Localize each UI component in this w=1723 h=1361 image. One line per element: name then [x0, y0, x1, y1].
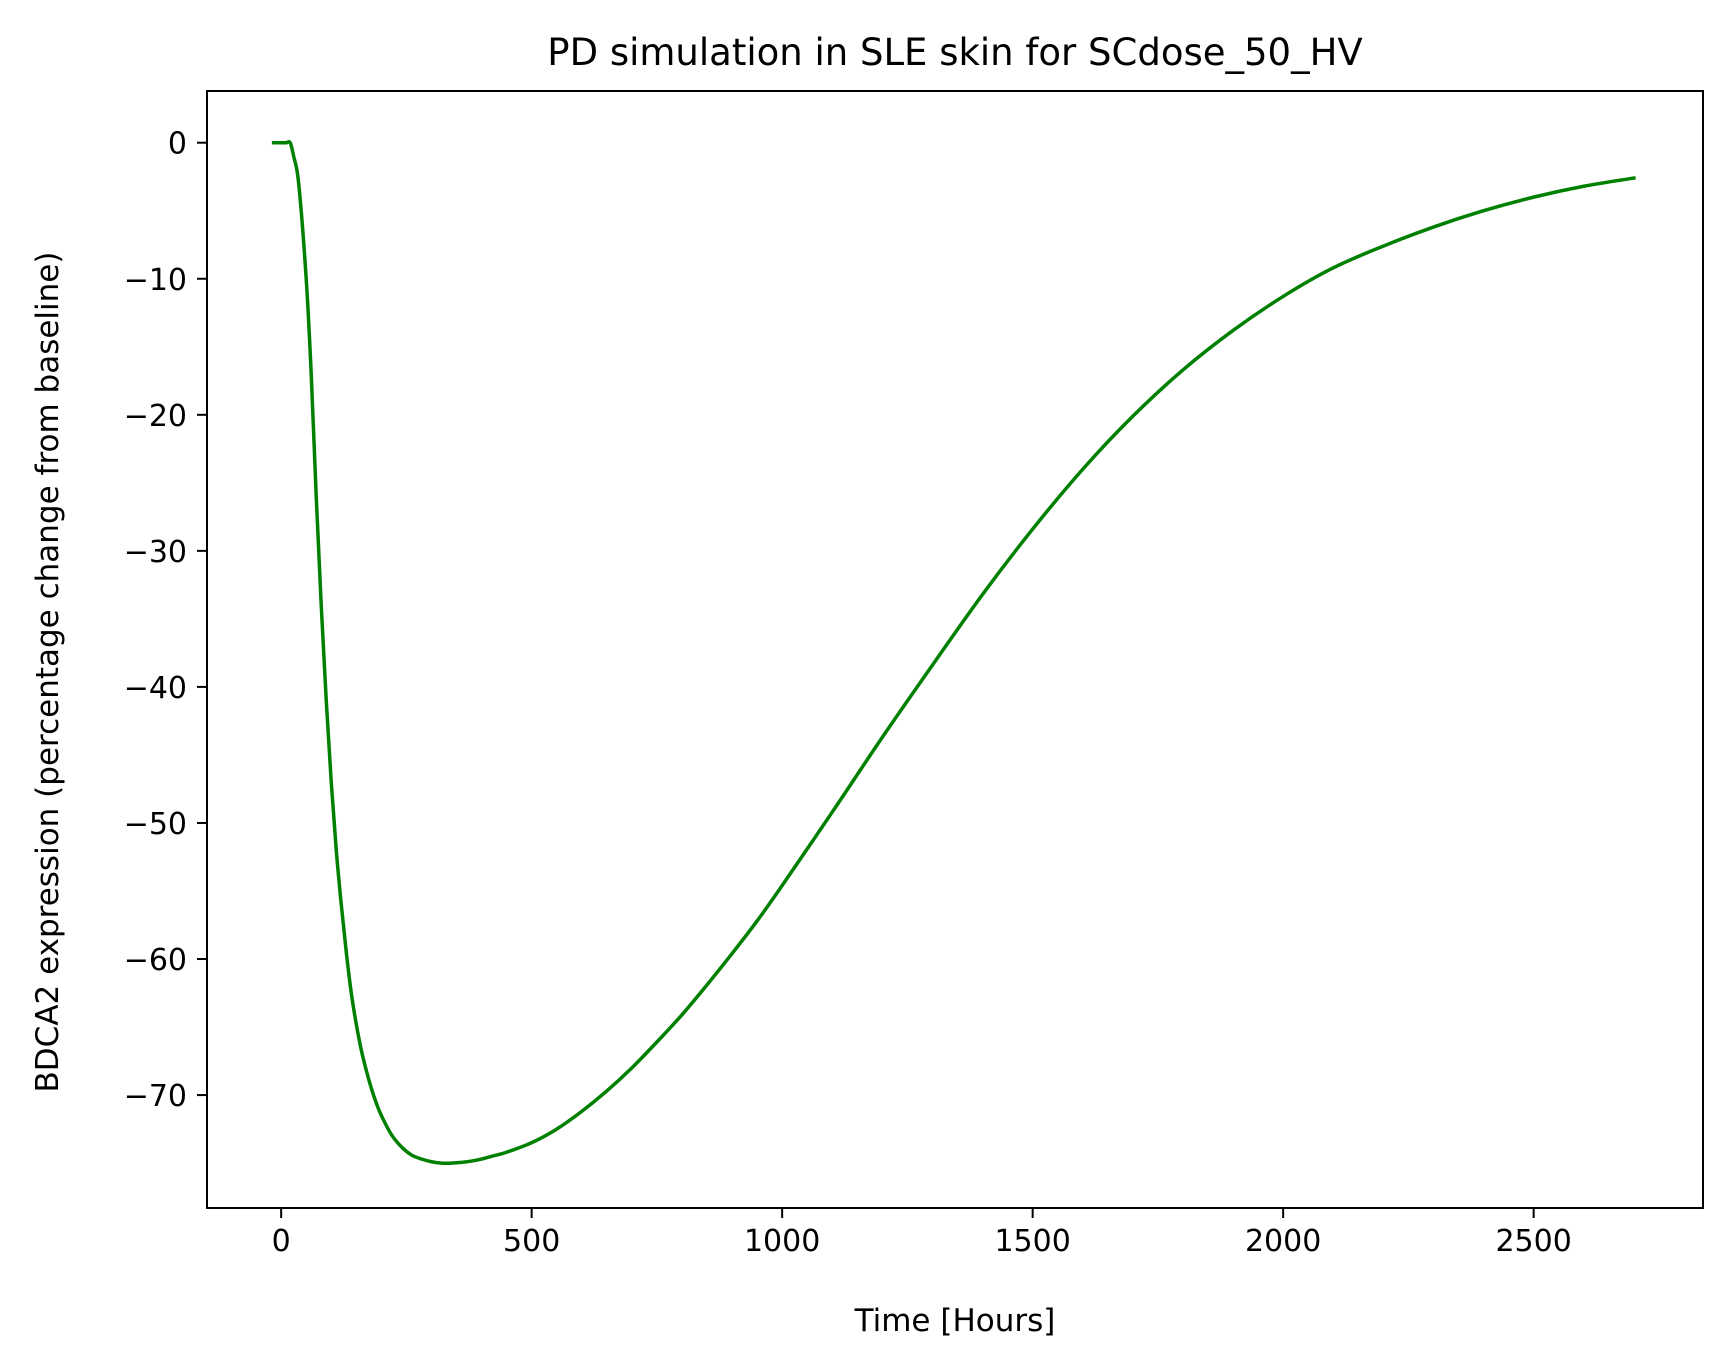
chart-title: PD simulation in SLE skin for SCdose_50_…	[547, 31, 1362, 74]
plot-frame	[206, 90, 1704, 1209]
y-tick-label: 0	[168, 127, 187, 162]
y-tick-label: −60	[124, 943, 187, 978]
y-tick-label: −50	[124, 807, 187, 842]
y-tick-label: −40	[124, 671, 187, 706]
x-tick-label: 2500	[1495, 1224, 1571, 1259]
y-tick-label: −20	[124, 399, 187, 434]
axis-ticks: 0 500 1000 1500 2000 2500 0 −10 −20 −30 −40 −50 −60 −…	[124, 127, 1572, 1259]
plot-area	[271, 139, 1636, 1165]
x-tick-label: 1500	[994, 1224, 1070, 1259]
x-tick-label: 1000	[744, 1224, 820, 1259]
y-axis-label: BDCA2 expression (percentage change from…	[30, 252, 66, 1093]
y-tick-label: −30	[124, 535, 187, 570]
x-tick-label: 2000	[1245, 1224, 1321, 1259]
x-tick-label: 0	[272, 1224, 291, 1259]
x-tick-label: 500	[503, 1224, 560, 1259]
x-axis-label: Time [Hours]	[854, 1303, 1056, 1339]
series-line	[271, 139, 1636, 1165]
y-tick-label: −70	[124, 1079, 187, 1114]
y-tick-label: −10	[124, 263, 187, 298]
